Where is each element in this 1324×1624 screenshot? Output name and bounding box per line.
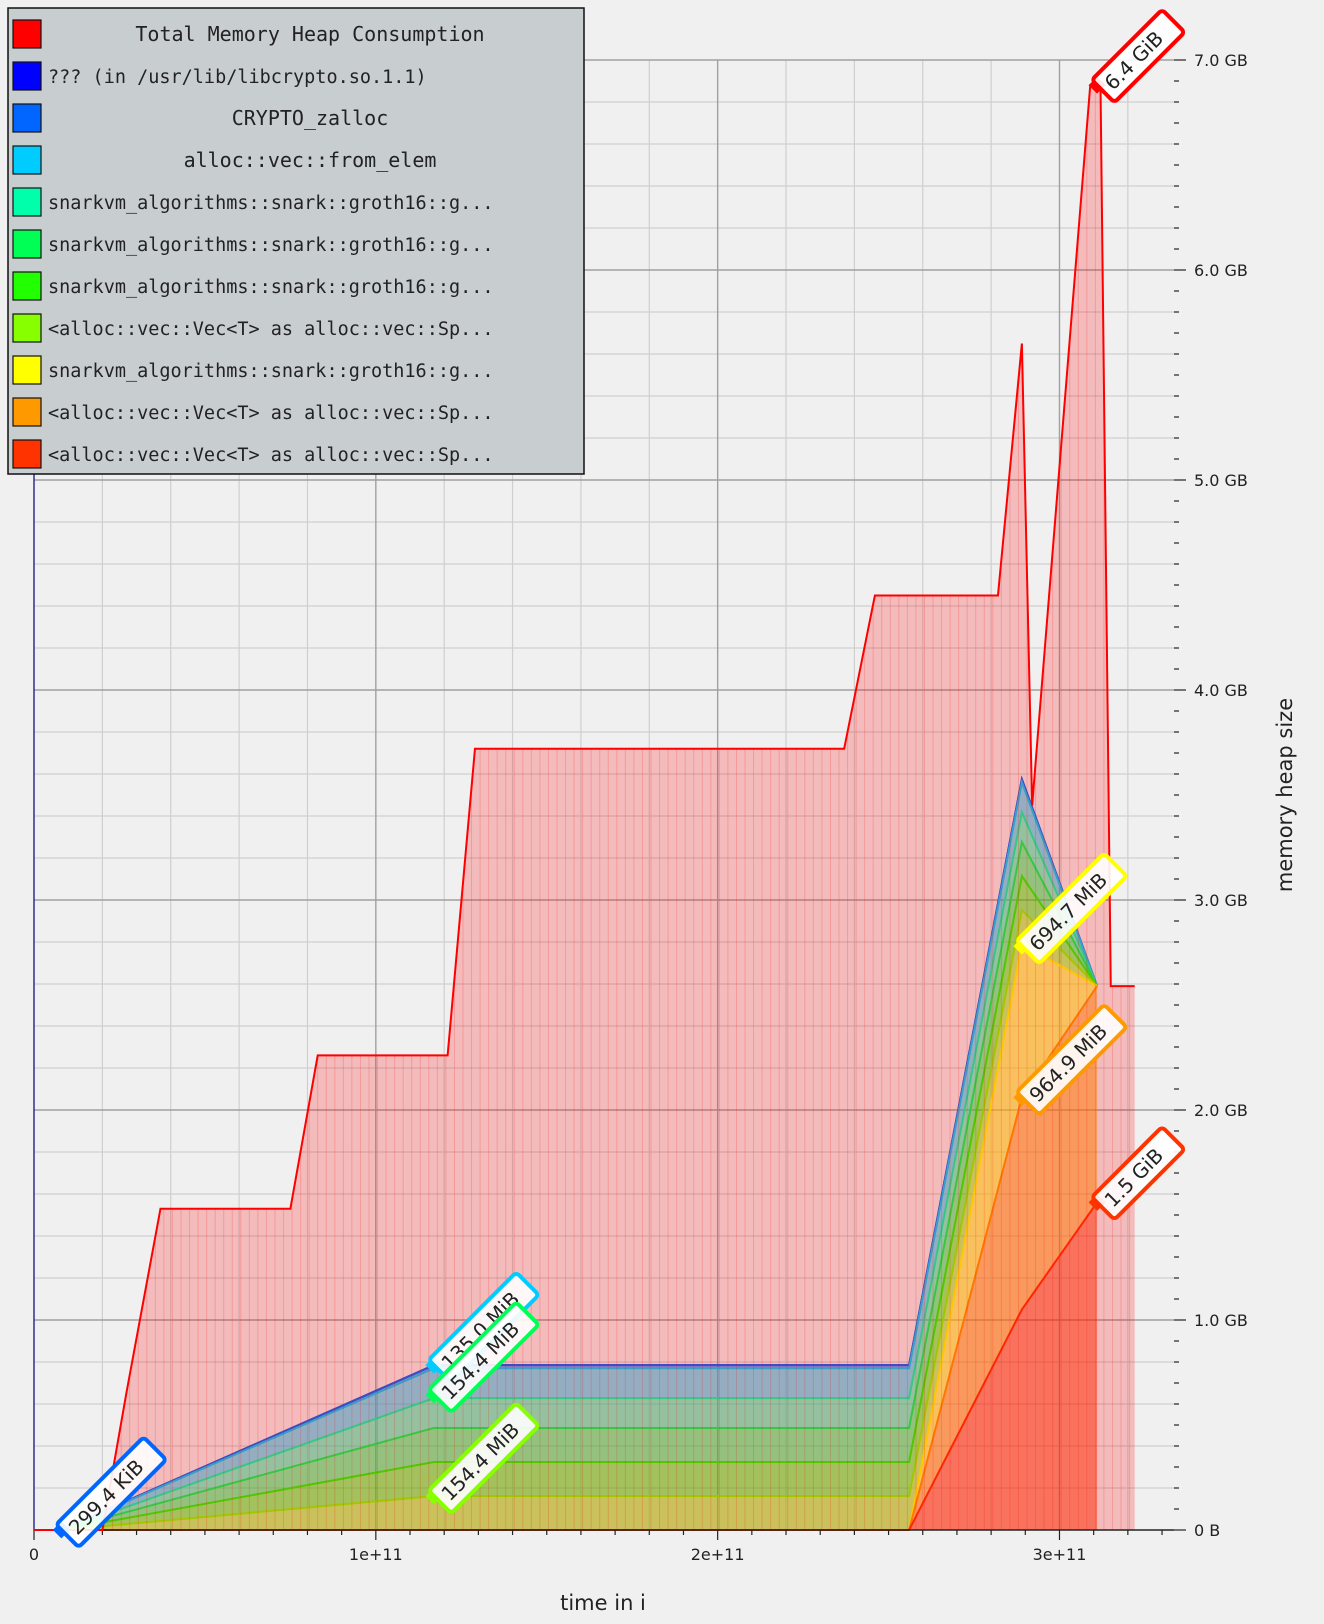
legend-box xyxy=(7,7,585,475)
legend-swatch xyxy=(12,187,42,217)
legend-swatch xyxy=(12,313,42,343)
legend-swatch xyxy=(12,439,42,469)
legend-swatch xyxy=(12,355,42,385)
legend-label: snarkvm_algorithms::snark::groth16::g... xyxy=(48,235,494,256)
series-area xyxy=(61,1202,1098,1530)
y-tick-label: 1.0 GB xyxy=(1194,1311,1248,1330)
legend-swatch xyxy=(12,61,42,91)
y-tick-label: 6.0 GB xyxy=(1194,261,1248,280)
annotation-box xyxy=(1091,1126,1186,1221)
legend-label: <alloc::vec::Vec<T> as alloc::vec::Sp... xyxy=(48,445,494,466)
axes: 0 1e+11 2e+11 3e+11 0 B 1.0 GB 2.0 GB 3.0 GB 4.0… xyxy=(29,51,1248,1564)
x-axis-title: time in i xyxy=(560,1591,646,1615)
y-tick-label: 3.0 GB xyxy=(1194,891,1248,910)
annotation-box xyxy=(428,1301,540,1413)
annotation-box xyxy=(1016,853,1128,964)
legend: Total Memory Heap Consumption ??? (in /us… xyxy=(7,7,585,475)
legend-label: Total Memory Heap Consumption xyxy=(135,22,484,46)
legend-label: snarkvm_algorithms::snark::groth16::g... xyxy=(48,361,494,382)
total-area-fill xyxy=(34,85,1135,1531)
x-tick-label: 1e+11 xyxy=(349,1545,403,1564)
legend-swatch xyxy=(12,397,42,427)
legend-swatch xyxy=(12,103,42,133)
series-line xyxy=(60,778,1099,1531)
legend-label: <alloc::vec::Vec<T> as alloc::vec::Sp... xyxy=(48,403,494,424)
y-tick-label: 5.0 GB xyxy=(1194,471,1248,490)
legend-label: ??? (in /usr/lib/libcrypto.so.1.1) xyxy=(48,67,427,88)
legend-swatch xyxy=(12,19,42,49)
legend-label: alloc::vec::from_elem xyxy=(184,148,437,172)
annotation-box xyxy=(1091,9,1186,103)
legend-swatch xyxy=(12,145,42,175)
annotation-label: 1.5 GiB xyxy=(1091,1126,1186,1221)
annotation-box xyxy=(55,1436,167,1548)
legend-label: <alloc::vec::Vec<T> as alloc::vec::Sp... xyxy=(48,319,494,340)
legend-label: CRYPTO_zalloc xyxy=(232,106,389,130)
x-tick-label: 2e+11 xyxy=(691,1545,745,1564)
x-tick-label: 0 xyxy=(29,1545,39,1564)
legend-label: snarkvm_algorithms::snark::groth16::g... xyxy=(48,193,494,214)
y-axis-title: memory heap size xyxy=(1273,698,1297,892)
series-line xyxy=(61,839,1098,1531)
y-tick-label: 7.0 GB xyxy=(1194,51,1248,70)
x-tick-label: 3e+11 xyxy=(1033,1545,1087,1564)
legend-label: snarkvm_algorithms::snark::groth16::g... xyxy=(48,277,494,298)
y-tick-label: 2.0 GB xyxy=(1194,1101,1248,1120)
annotation-box xyxy=(428,1402,540,1514)
legend-swatch xyxy=(12,271,42,301)
y-tick-label: 0 B xyxy=(1194,1521,1220,1540)
y-tick-label: 4.0 GB xyxy=(1194,681,1248,700)
annotation-box xyxy=(1016,1004,1128,1116)
total-series xyxy=(34,85,1135,1531)
series-area xyxy=(61,782,1098,1530)
series-line xyxy=(61,808,1099,1531)
legend-swatch xyxy=(12,229,42,259)
